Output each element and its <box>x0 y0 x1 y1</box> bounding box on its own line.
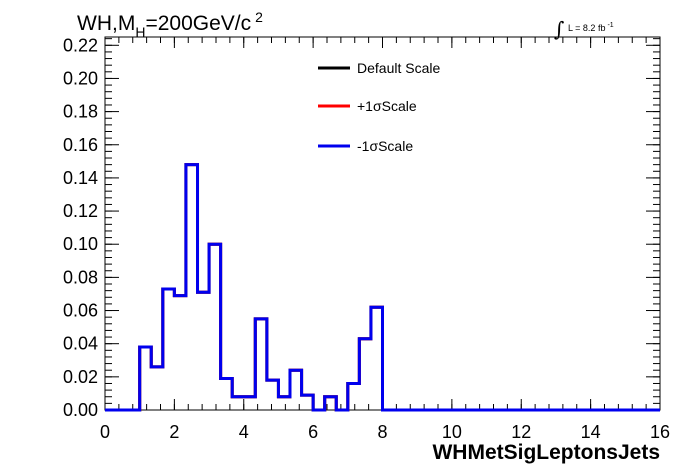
x-tick-label: 14 <box>581 422 601 442</box>
y-tick-label: 0.16 <box>63 135 98 155</box>
series-layer <box>105 163 660 412</box>
legend-label-plus-1-sigma: +1σScale <box>357 98 417 114</box>
x-tick-label: 12 <box>511 422 531 442</box>
y-tick-label: 0.18 <box>63 102 98 122</box>
y-tick-label: 0.04 <box>63 334 98 354</box>
x-tick-label: 2 <box>169 422 179 442</box>
y-tick-label: 0.02 <box>63 367 98 387</box>
y-tick-label: 0.06 <box>63 301 98 321</box>
x-axis: 0 2 4 6 8 10 12 14 16 <box>100 37 670 442</box>
y-tick-label: 0.14 <box>63 168 98 188</box>
plot-title: WH,MH=200GeV/c 2 <box>77 9 263 40</box>
x-tick-label: 8 <box>377 422 387 442</box>
y-tick-label: 0.08 <box>63 267 98 287</box>
x-tick-label: 4 <box>239 422 249 442</box>
integral-icon: ∫ <box>554 17 564 41</box>
legend: Default Scale +1σScale -1σScale <box>318 60 440 154</box>
x-tick-label: 6 <box>308 422 318 442</box>
x-tick-label: 0 <box>100 422 110 442</box>
legend-label-default-scale: Default Scale <box>357 60 440 76</box>
y-tick-label: 0.22 <box>63 35 98 55</box>
y-tick-label: 0.00 <box>63 400 98 420</box>
y-tick-label: 0.12 <box>63 201 98 221</box>
legend-label-minus-1-sigma: -1σScale <box>357 138 413 154</box>
series-line-2 <box>105 163 660 412</box>
x-tick-label: 10 <box>442 422 462 442</box>
luminosity-label: ∫ L = 8.2 fb -1 <box>554 17 614 41</box>
x-axis-title: WHMetSigLeptonsJets <box>432 441 660 464</box>
y-tick-label: 0.20 <box>63 68 98 88</box>
y-axis: 0.00 0.02 0.04 0.06 0.08 0.10 0.12 0.14 0.16 0.18… <box>63 35 660 420</box>
luminosity-text: L = 8.2 fb -1 <box>568 22 614 33</box>
x-tick-label: 16 <box>650 422 670 442</box>
y-tick-label: 0.10 <box>63 234 98 254</box>
